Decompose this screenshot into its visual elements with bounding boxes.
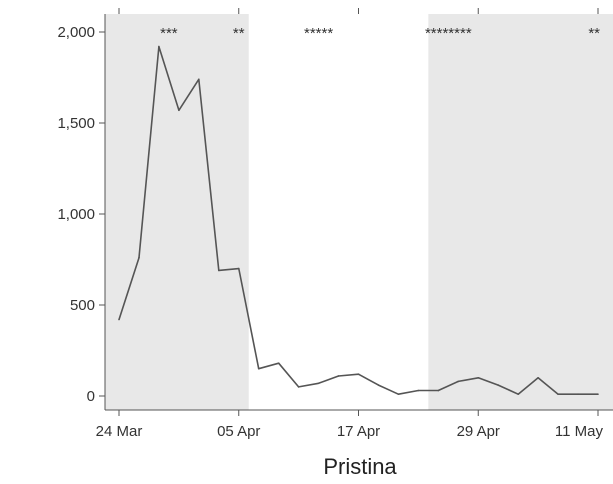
y-tick-label: 0 bbox=[87, 388, 95, 405]
data-point bbox=[577, 393, 579, 395]
data-point bbox=[158, 45, 160, 48]
data-point bbox=[417, 389, 420, 392]
y-tick-label: 500 bbox=[70, 297, 95, 314]
significance-marker: ***** bbox=[304, 25, 333, 42]
data-point bbox=[597, 393, 599, 395]
significance-marker: ******** bbox=[425, 25, 472, 42]
data-point bbox=[437, 389, 440, 392]
data-point bbox=[138, 256, 140, 259]
data-point bbox=[178, 109, 180, 112]
y-tick-label: 2,000 bbox=[57, 24, 95, 41]
shaded-period bbox=[428, 14, 613, 410]
data-point bbox=[217, 269, 220, 272]
significance-marker: *** bbox=[160, 25, 178, 42]
data-point bbox=[557, 393, 559, 395]
data-point bbox=[257, 367, 260, 370]
data-point bbox=[317, 382, 320, 385]
x-tick-label: 29 Apr bbox=[457, 423, 500, 440]
data-point bbox=[477, 377, 480, 379]
data-point bbox=[237, 267, 240, 270]
data-point bbox=[377, 384, 380, 386]
x-tick-label: 11 May bbox=[555, 423, 604, 440]
data-point bbox=[277, 362, 280, 365]
data-point bbox=[497, 384, 500, 386]
data-point bbox=[537, 377, 539, 379]
x-axis-label: Pristina bbox=[323, 454, 397, 479]
y-tick-label: 1,000 bbox=[57, 206, 95, 223]
y-tick-label: 1,500 bbox=[57, 115, 95, 132]
data-point bbox=[337, 375, 340, 377]
significance-marker: ** bbox=[588, 25, 600, 42]
x-tick-label: 05 Apr bbox=[217, 423, 260, 440]
data-point bbox=[357, 373, 360, 375]
significance-marker: ** bbox=[233, 25, 245, 42]
data-point bbox=[517, 393, 519, 395]
data-point bbox=[457, 380, 460, 383]
data-point bbox=[198, 78, 200, 81]
data-point bbox=[297, 386, 300, 388]
data-point bbox=[397, 393, 400, 395]
x-tick-label: 17 Apr bbox=[337, 423, 380, 440]
shaded-period bbox=[105, 14, 249, 410]
data-point bbox=[118, 318, 120, 321]
x-tick-label: 24 Mar bbox=[96, 423, 143, 440]
